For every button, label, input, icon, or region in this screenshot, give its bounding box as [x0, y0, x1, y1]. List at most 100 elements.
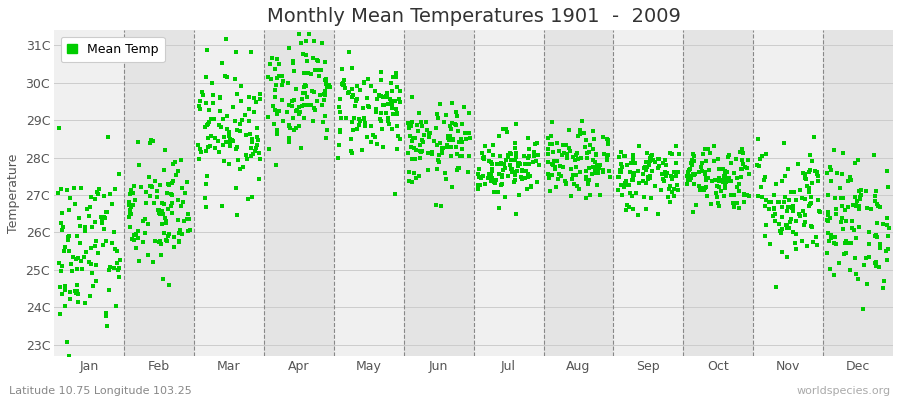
Point — [615, 192, 629, 198]
Point — [160, 238, 175, 244]
Point — [502, 150, 517, 156]
Point — [431, 152, 446, 158]
Point — [308, 67, 322, 73]
Point — [797, 175, 812, 181]
Point — [214, 202, 229, 209]
Point — [620, 182, 634, 188]
Point — [374, 110, 388, 116]
Point — [698, 187, 712, 193]
Point — [836, 226, 850, 233]
Point — [712, 184, 726, 190]
Point — [698, 175, 713, 182]
Point — [431, 159, 446, 165]
Point — [103, 264, 117, 270]
Point — [786, 203, 800, 210]
Point — [788, 245, 803, 252]
Point — [261, 145, 275, 152]
Point — [512, 160, 526, 166]
Point — [626, 174, 640, 181]
Point — [76, 254, 91, 260]
Point — [827, 147, 842, 154]
Point — [496, 167, 510, 173]
Point — [693, 164, 707, 170]
Point — [280, 109, 294, 115]
Point — [407, 170, 421, 176]
Point — [372, 92, 386, 98]
Point — [655, 171, 670, 177]
Point — [161, 206, 176, 212]
Point — [366, 132, 381, 138]
Point — [876, 284, 890, 291]
Point — [857, 262, 871, 268]
Point — [212, 137, 226, 144]
Point — [622, 204, 636, 210]
Point — [566, 154, 580, 160]
Point — [410, 128, 425, 134]
Point — [80, 206, 94, 212]
Point — [285, 59, 300, 66]
Point — [385, 74, 400, 80]
Point — [541, 135, 555, 141]
Point — [111, 267, 125, 274]
Point — [58, 244, 72, 250]
Point — [152, 239, 166, 245]
Point — [771, 199, 786, 206]
Point — [656, 171, 670, 178]
Point — [853, 194, 868, 200]
Point — [444, 153, 458, 159]
Point — [228, 76, 242, 82]
Point — [526, 153, 541, 159]
Point — [799, 182, 814, 189]
Point — [436, 144, 450, 151]
Point — [698, 146, 713, 152]
Point — [763, 241, 778, 248]
Point — [307, 88, 321, 95]
Point — [541, 159, 555, 165]
Point — [315, 102, 329, 108]
Point — [146, 259, 160, 266]
Point — [845, 202, 859, 208]
Point — [245, 136, 259, 142]
Point — [58, 302, 72, 309]
Point — [51, 190, 66, 196]
Point — [853, 196, 868, 202]
Point — [522, 153, 536, 160]
Point — [99, 312, 113, 319]
Point — [323, 84, 338, 90]
Point — [759, 151, 773, 158]
Point — [388, 97, 402, 104]
Point — [61, 248, 76, 254]
Point — [758, 203, 772, 209]
Point — [707, 158, 722, 164]
Point — [481, 175, 495, 182]
Point — [77, 228, 92, 234]
Point — [165, 203, 179, 209]
Point — [702, 150, 716, 156]
Point — [730, 200, 744, 206]
Point — [207, 116, 221, 122]
Point — [785, 205, 799, 211]
Point — [573, 130, 588, 137]
Point — [62, 353, 77, 359]
Point — [317, 96, 331, 103]
Point — [680, 168, 695, 175]
Point — [867, 151, 881, 158]
Point — [635, 171, 650, 177]
Point — [622, 182, 636, 188]
Point — [518, 160, 533, 167]
Point — [549, 158, 563, 164]
Point — [860, 204, 874, 211]
Point — [369, 106, 383, 112]
Point — [849, 202, 863, 208]
Point — [491, 189, 505, 196]
Point — [501, 172, 516, 179]
Title: Monthly Mean Temperatures 1901  -  2009: Monthly Mean Temperatures 1901 - 2009 — [266, 7, 680, 26]
Point — [88, 219, 103, 225]
Point — [217, 158, 231, 164]
Point — [322, 82, 337, 88]
Point — [717, 180, 732, 186]
Point — [882, 224, 896, 231]
Point — [879, 214, 894, 221]
Point — [560, 154, 574, 161]
Point — [406, 135, 420, 142]
